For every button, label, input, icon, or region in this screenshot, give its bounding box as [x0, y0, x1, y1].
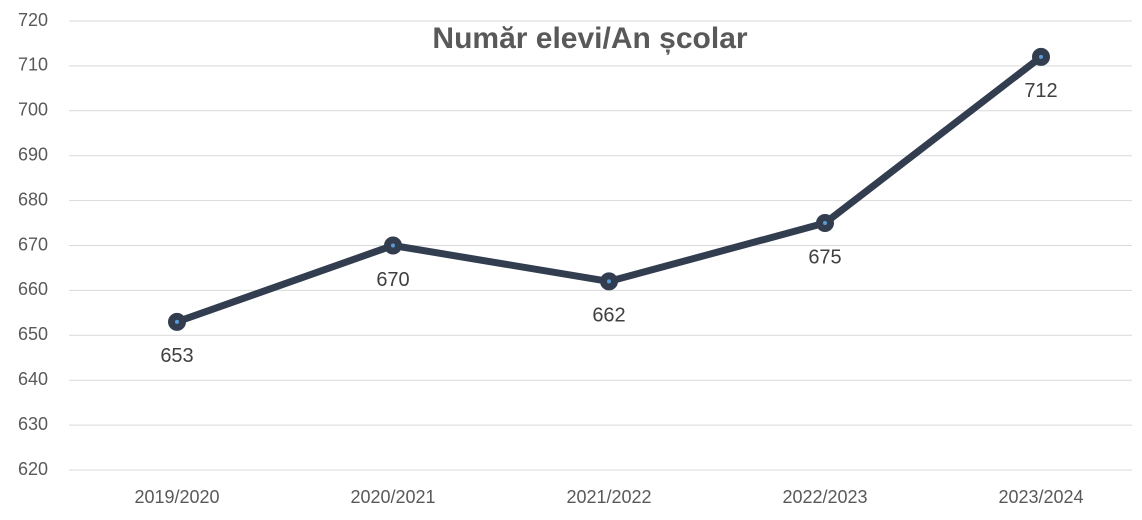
y-tick-label: 630	[18, 414, 48, 434]
data-label: 670	[376, 269, 409, 291]
y-tick-label: 680	[18, 189, 48, 209]
data-point-center	[823, 221, 827, 226]
x-tick-label: 2020/2021	[350, 487, 435, 507]
y-tick-label: 720	[18, 10, 48, 30]
data-label: 675	[808, 246, 841, 268]
y-tick-label: 690	[18, 144, 48, 164]
y-tick-label: 710	[18, 55, 48, 75]
y-tick-label: 640	[18, 369, 48, 389]
data-point-center	[1039, 54, 1043, 59]
y-tick-label: 620	[18, 459, 48, 479]
data-point-center	[607, 279, 611, 284]
data-label: 653	[160, 345, 193, 367]
chart-title: Număr elevi/An școlar	[432, 22, 747, 55]
x-tick-label: 2019/2020	[134, 487, 219, 507]
y-tick-label: 660	[18, 279, 48, 299]
x-tick-label: 2022/2023	[782, 487, 867, 507]
data-label: 662	[592, 305, 625, 327]
x-tick-label: 2023/2024	[998, 487, 1083, 507]
data-point-center	[175, 319, 179, 324]
x-tick-label: 2021/2022	[566, 487, 651, 507]
data-point-center	[391, 243, 395, 248]
y-tick-label: 650	[18, 324, 48, 344]
y-tick-label: 700	[18, 100, 48, 120]
y-tick-label: 670	[18, 234, 48, 254]
data-label: 712	[1024, 80, 1057, 102]
